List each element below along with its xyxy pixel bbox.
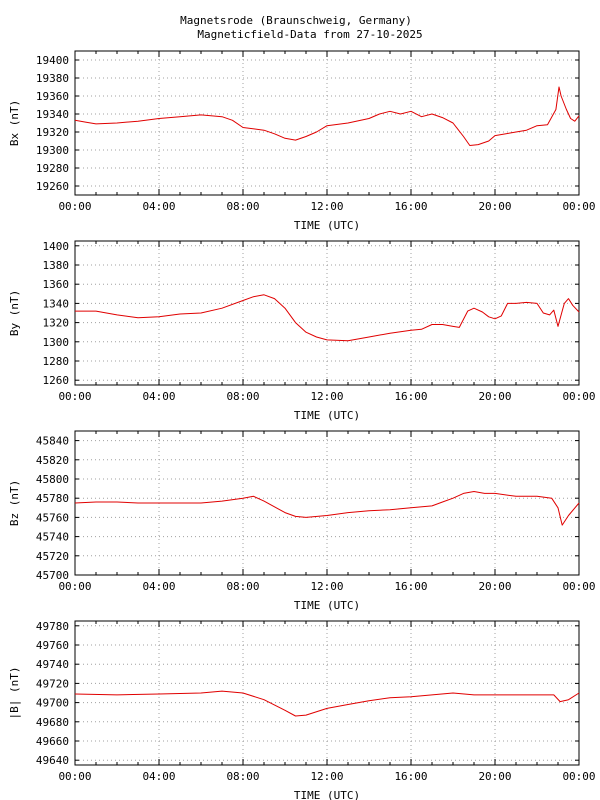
panel-1: 19260 19280 19300 19320 19340 19360 19380 19400… xyxy=(8,50,596,232)
x-tick-label: 04:00 xyxy=(142,390,175,403)
x-tick-label: 08:00 xyxy=(226,580,259,593)
chart-title: Magnetsrode (Braunschweig, Germany) xyxy=(180,14,412,27)
x-tick-label: 12:00 xyxy=(310,580,343,593)
y-tick-label: 49640 xyxy=(36,754,69,767)
y-tick-label: 1400 xyxy=(43,240,70,253)
x-tick-label: 16:00 xyxy=(394,390,427,403)
y-tick-label: 19380 xyxy=(36,72,69,85)
series-line xyxy=(74,86,580,146)
x-tick-label: 20:00 xyxy=(478,770,511,783)
x-tick-label: 04:00 xyxy=(142,200,175,213)
x-tick-label: 20:00 xyxy=(478,390,511,403)
y-tick-label: 45700 xyxy=(36,569,69,582)
y-tick-label: 19320 xyxy=(36,126,69,139)
y-axis-label: |B| (nT) xyxy=(8,667,21,720)
y-tick-label: 19400 xyxy=(36,54,69,67)
y-tick-label: 19280 xyxy=(36,162,69,175)
x-tick-label: 00:00 xyxy=(58,580,91,593)
y-tick-label: 49720 xyxy=(36,677,69,690)
series-line xyxy=(74,690,580,717)
x-tick-label: 00:00 xyxy=(58,770,91,783)
x-axis-label: TIME (UTC) xyxy=(294,219,360,232)
y-tick-label: 1300 xyxy=(43,336,70,349)
y-tick-label: 1340 xyxy=(43,297,70,310)
y-tick-label: 19300 xyxy=(36,144,69,157)
y-tick-label: 19340 xyxy=(36,108,69,121)
y-tick-label: 1380 xyxy=(43,259,70,272)
y-axis-label: By (nT) xyxy=(8,290,21,336)
x-tick-label: 00:00 xyxy=(562,390,595,403)
x-tick-label: 00:00 xyxy=(58,200,91,213)
plot-frame xyxy=(74,240,580,386)
chart-subtitle: Magneticfield-Data from 27-10-2025 xyxy=(197,28,422,41)
y-tick-label: 49780 xyxy=(36,620,69,633)
y-tick-label: 1320 xyxy=(43,317,70,330)
x-tick-label: 12:00 xyxy=(310,770,343,783)
y-tick-label: 19260 xyxy=(36,180,69,193)
x-axis-label: TIME (UTC) xyxy=(294,409,360,422)
x-axis-label: TIME (UTC) xyxy=(294,789,360,800)
series-line xyxy=(74,491,580,526)
y-tick-label: 45740 xyxy=(36,531,69,544)
y-tick-label: 49700 xyxy=(36,697,69,710)
x-tick-label: 08:00 xyxy=(226,770,259,783)
y-tick-label: 45720 xyxy=(36,550,69,563)
x-axis-label: TIME (UTC) xyxy=(294,599,360,612)
y-tick-label: 45800 xyxy=(36,473,69,486)
y-tick-label: 45780 xyxy=(36,492,69,505)
y-axis-label: Bz (nT) xyxy=(8,480,21,526)
y-tick-label: 49680 xyxy=(36,716,69,729)
plot-frame xyxy=(74,50,580,196)
x-tick-label: 20:00 xyxy=(478,580,511,593)
y-tick-label: 49760 xyxy=(36,639,69,652)
x-tick-label: 16:00 xyxy=(394,580,427,593)
x-tick-label: 20:00 xyxy=(478,200,511,213)
x-tick-label: 00:00 xyxy=(562,200,595,213)
x-tick-label: 04:00 xyxy=(142,770,175,783)
x-tick-label: 16:00 xyxy=(394,770,427,783)
y-tick-label: 1260 xyxy=(43,374,70,387)
x-tick-label: 08:00 xyxy=(226,390,259,403)
y-tick-label: 45840 xyxy=(36,435,69,448)
x-tick-label: 12:00 xyxy=(310,390,343,403)
y-axis-label: Bx (nT) xyxy=(8,100,21,146)
panel-3: 45700 45720 45740 45760 45780 45800 45820 45840… xyxy=(8,430,596,612)
y-tick-label: 45760 xyxy=(36,511,69,524)
y-tick-label: 19360 xyxy=(36,90,69,103)
x-tick-label: 00:00 xyxy=(562,580,595,593)
y-tick-label: 45820 xyxy=(36,454,69,467)
y-tick-label: 1360 xyxy=(43,278,70,291)
x-tick-label: 04:00 xyxy=(142,580,175,593)
panel-2: 1260 1280 1300 1320 1340 1360 1380 1400 00:00 04:… xyxy=(8,240,596,422)
x-tick-label: 12:00 xyxy=(310,200,343,213)
panel-4: 49640 49660 49680 49700 49720 49740 49760 49780… xyxy=(8,620,596,800)
x-tick-label: 00:00 xyxy=(58,390,91,403)
x-tick-label: 08:00 xyxy=(226,200,259,213)
y-tick-label: 49740 xyxy=(36,658,69,671)
y-tick-label: 1280 xyxy=(43,355,70,368)
y-tick-label: 49660 xyxy=(36,735,69,748)
series-line xyxy=(75,294,580,342)
x-tick-label: 16:00 xyxy=(394,200,427,213)
x-tick-label: 00:00 xyxy=(562,770,595,783)
